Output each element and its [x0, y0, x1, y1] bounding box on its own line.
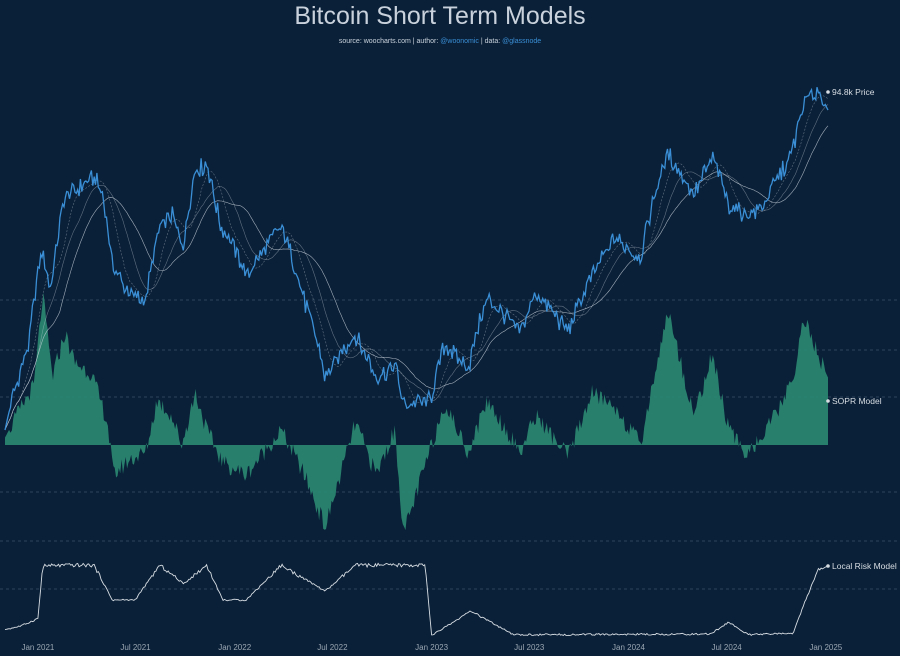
moving-average-line [4, 104, 829, 431]
risk-label: Local Risk Model [832, 561, 897, 571]
sopr-area [5, 292, 828, 531]
data-prefix: | data: [481, 38, 500, 45]
x-tick-label: Jan 2024 [612, 643, 645, 652]
x-tick-label: Jan 2025 [809, 643, 842, 652]
x-tick-label: Jan 2023 [415, 643, 448, 652]
data-link[interactable]: @glassnode [502, 38, 541, 45]
chart-title: Bitcoin Short Term Models [294, 2, 585, 30]
price-series [4, 87, 829, 431]
sopr-label: SOPR Model [832, 396, 882, 406]
x-tick-label: Jul 2023 [514, 643, 545, 652]
sopr-series [5, 292, 828, 531]
x-tick-label: Jul 2022 [317, 643, 348, 652]
source-prefix: source: [339, 38, 362, 45]
author-link[interactable]: @woonomic [440, 38, 479, 45]
chart-subtitle: source: woocharts.com | author: @woonomi… [339, 38, 541, 45]
price-label: 94.8k Price [832, 87, 875, 97]
x-tick-label: Jan 2021 [21, 643, 54, 652]
sopr-label-marker [826, 399, 830, 403]
author-prefix: | author: [413, 38, 439, 45]
gridlines [0, 299, 900, 590]
x-axis: Jan 2021 Jul 2021 Jan 2022 Jul 2022 Jan 2023… [21, 643, 842, 652]
x-tick-label: Jul 2024 [711, 643, 742, 652]
risk-line [4, 562, 829, 637]
source-value: woocharts.com [363, 38, 411, 45]
risk-series [4, 562, 829, 637]
risk-label-marker [826, 564, 830, 568]
price-line [4, 87, 829, 431]
x-tick-label: Jan 2022 [218, 643, 251, 652]
x-tick-label: Jul 2021 [120, 643, 151, 652]
moving-average-line [4, 94, 829, 431]
price-label-marker [826, 90, 830, 94]
series-labels: 94.8k Price SOPR Model Local Risk Model [826, 87, 897, 571]
